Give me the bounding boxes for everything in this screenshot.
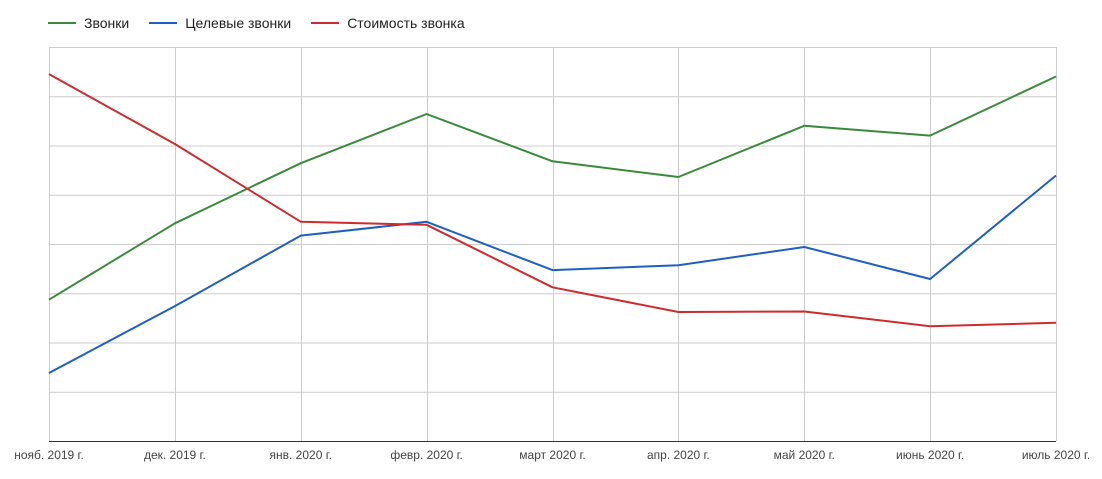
x-axis-ticks: нояб. 2019 г. дек. 2019 г. янв. 2020 г. фев… — [14, 448, 1090, 462]
legend-item-call-cost[interactable]: Стоимость звонка — [311, 15, 465, 31]
gridlines — [49, 47, 1057, 442]
series-line-2[interactable] — [48, 73, 1057, 328]
x-tick-label: июнь 2020 г. — [896, 448, 964, 462]
legend-label: Целевые звонки — [185, 15, 292, 31]
x-tick-label: март 2020 г. — [519, 448, 585, 462]
legend-item-calls[interactable]: Звонки — [48, 15, 129, 31]
x-tick-label: нояб. 2019 г. — [14, 448, 84, 462]
x-tick-label: июль 2020 г. — [1022, 448, 1090, 462]
legend-item-target-calls[interactable]: Целевые звонки — [149, 15, 291, 31]
x-tick-label: янв. 2020 г. — [270, 448, 332, 462]
legend-label: Стоимость звонка — [347, 15, 465, 31]
x-tick-label: апр. 2020 г. — [647, 448, 710, 462]
legend: Звонки Целевые звонки Стоимость звонка — [48, 15, 465, 31]
legend-swatch — [48, 22, 76, 24]
legend-swatch — [149, 22, 178, 24]
legend-label: Звонки — [84, 15, 130, 31]
series-lines — [48, 73, 1057, 374]
series-line-1[interactable] — [48, 174, 1057, 374]
legend-swatch — [311, 22, 340, 24]
x-tick-label: дек. 2019 г. — [144, 448, 206, 462]
x-tick-label: февр. 2020 г. — [390, 448, 463, 462]
x-tick-label: май 2020 г. — [774, 448, 835, 462]
series-line-0[interactable] — [48, 75, 1057, 301]
